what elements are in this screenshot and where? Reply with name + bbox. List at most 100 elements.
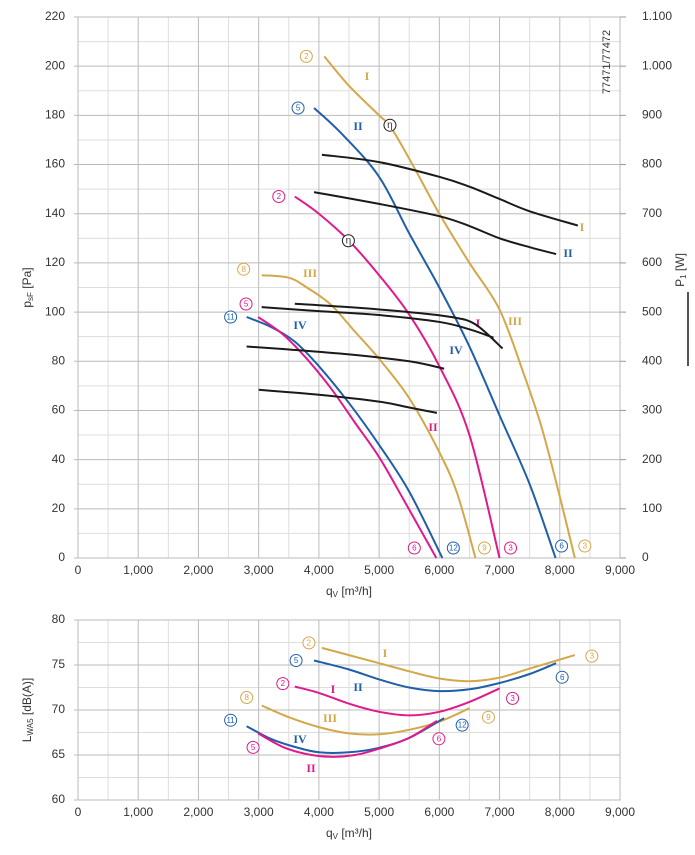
x-axis-label: qV [m³/h] (326, 584, 372, 599)
curve-number: 9 (482, 544, 487, 553)
label-main: P (673, 279, 687, 287)
series-line (323, 55, 576, 559)
x-tick-label: 8,000 (545, 563, 575, 577)
eta-marker (341, 234, 355, 248)
x-tick-label: 4,000 (304, 805, 334, 819)
x-tick-label: 1,000 (123, 805, 153, 819)
curve-number: 3 (590, 652, 595, 661)
curve-number: 5 (294, 656, 299, 665)
curve-number-ring (291, 101, 305, 115)
y-tick-label: 40 (52, 452, 66, 466)
y2-tick-label: 900 (642, 108, 662, 122)
y2-tick-label: 500 (642, 304, 662, 318)
y2-tick-label: 800 (642, 157, 662, 171)
curve-number: 12 (449, 544, 458, 553)
curve-number: 12 (458, 721, 467, 730)
y2-tick-label: 1.100 (642, 9, 672, 23)
curve-number: 5 (296, 104, 301, 113)
y-tick-label: 160 (45, 157, 65, 171)
y-tick-label: 65 (52, 747, 66, 761)
x-tick-label: 8,000 (545, 805, 575, 819)
x-tick-label: 0 (75, 805, 82, 819)
y-tick-label: 180 (45, 108, 65, 122)
series-line (246, 345, 445, 370)
curve-number: 6 (560, 673, 565, 682)
y-axis-label: psF [Pa] (20, 267, 35, 307)
curve-number-ring (276, 677, 290, 691)
series-line (321, 646, 576, 683)
y2-tick-label: 700 (642, 206, 662, 220)
curve-number-ring (446, 541, 460, 555)
x-tick-label: 3,000 (244, 805, 274, 819)
x-tick-label: 7,000 (485, 563, 515, 577)
curve-number: 5 (251, 743, 256, 752)
curve-number: 5 (244, 300, 249, 309)
series-label: IV (293, 732, 307, 746)
y-tick-label: 220 (45, 9, 65, 23)
curve-number-ring (237, 262, 251, 276)
label-sub: V (333, 590, 339, 599)
y-tick-label: 70 (52, 702, 66, 716)
curve-number-ring (555, 670, 569, 684)
curve-number-ring (240, 691, 254, 704)
y-tick-label: 120 (45, 255, 65, 269)
x-axis-label: qV [m³/h] (326, 826, 372, 841)
y-tick-label: 75 (52, 657, 66, 671)
x-tick-label: 9,000 (605, 805, 635, 819)
series-label: III (323, 711, 337, 725)
y2-tick-label: 200 (642, 452, 662, 466)
eta-marker (383, 118, 397, 132)
y-tick-label: 80 (52, 612, 66, 626)
curve-number-ring (246, 740, 260, 754)
y2-tick-label: 1.000 (642, 58, 672, 72)
series-label: II (306, 761, 316, 775)
curve-number: 2 (304, 52, 309, 61)
y-tick-label: 80 (52, 353, 66, 367)
curve-number: 3 (583, 542, 588, 551)
y-tick-label: 140 (45, 206, 65, 220)
x-tick-label: 2,000 (183, 805, 213, 819)
series-line (313, 191, 557, 256)
curve-number: 3 (510, 694, 515, 703)
x-tick-label: 1,000 (123, 563, 153, 577)
y-tick-label: 60 (52, 792, 66, 806)
curve-number: 2 (307, 639, 312, 648)
curve-number-ring (224, 310, 238, 324)
series-label: I (476, 316, 481, 330)
y-tick-label: 60 (52, 403, 66, 417)
x-tick-label: 4,000 (304, 563, 334, 577)
eta-label: η (346, 235, 352, 246)
curve-number: 2 (277, 192, 282, 201)
curve-number-ring (432, 732, 446, 746)
series-line (261, 306, 494, 339)
curve-number-ring (239, 297, 253, 311)
y-axis-label: LWA5 [dB(A)] (20, 678, 35, 742)
curve-number-ring (477, 541, 491, 555)
curve-number-ring (299, 49, 313, 63)
y-tick-label: 200 (45, 58, 65, 72)
y2-tick-label: 100 (642, 501, 662, 515)
curve-number-ring (224, 713, 238, 727)
chart-note: 77471/77472 (601, 30, 613, 94)
label-sub: sF (26, 292, 35, 301)
curve-number: 9 (486, 713, 491, 722)
curve-number: 6 (437, 734, 442, 743)
x-tick-label: 0 (75, 563, 82, 577)
curve-number: 11 (226, 313, 235, 322)
curve-number-ring (578, 539, 592, 553)
x-tick-label: 5,000 (364, 805, 394, 819)
y2-tick-label: 600 (642, 255, 662, 269)
label-sub: WA5 (26, 718, 35, 736)
series-line (294, 685, 500, 717)
curve-number-ring (289, 654, 303, 667)
series-label: II (353, 119, 363, 133)
series-line (294, 302, 504, 350)
label-sub: V (333, 832, 339, 841)
series-label: II (353, 680, 363, 694)
curve-number-ring (481, 710, 495, 724)
label-main: q (326, 826, 333, 840)
x-tick-label: 6,000 (424, 563, 454, 577)
x-tick-label: 9,000 (605, 563, 635, 577)
label-main: p (20, 301, 34, 308)
x-tick-label: 5,000 (364, 563, 394, 577)
